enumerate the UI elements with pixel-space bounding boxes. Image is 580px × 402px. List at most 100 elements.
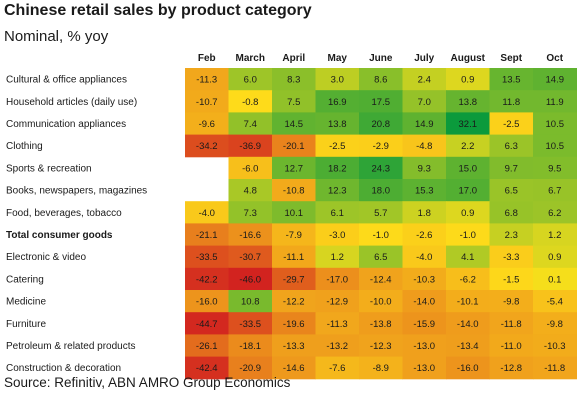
heatmap-cell bbox=[533, 290, 577, 313]
heatmap-cell bbox=[315, 90, 360, 113]
heatmap-cell bbox=[359, 267, 403, 291]
cell-value: -12.4 bbox=[370, 274, 392, 285]
heatmap-cell bbox=[446, 112, 490, 136]
heatmap-cell bbox=[272, 356, 316, 380]
row-label: Catering bbox=[6, 274, 44, 285]
cell-value: 4.1 bbox=[461, 252, 474, 263]
heatmap-cell bbox=[402, 245, 447, 269]
heatmap-cell bbox=[272, 179, 316, 202]
heatmap-cell bbox=[315, 134, 360, 158]
cell-value: -10.8 bbox=[283, 186, 305, 197]
heatmap-cell bbox=[533, 68, 577, 91]
heatmap-cell bbox=[359, 179, 403, 202]
cell-value: 16.9 bbox=[328, 97, 347, 108]
heatmap-cell bbox=[533, 112, 577, 136]
row-label: Petroleum & related products bbox=[6, 341, 136, 352]
cell-value: -7.9 bbox=[286, 230, 302, 241]
heatmap-cell bbox=[315, 201, 360, 224]
cell-value: -13.2 bbox=[326, 341, 348, 352]
heatmap-cell bbox=[228, 179, 273, 202]
cell-value: -11.1 bbox=[283, 252, 304, 263]
heatmap-cell bbox=[228, 134, 273, 158]
cell-value: 5.7 bbox=[374, 208, 387, 219]
cell-value: 12.7 bbox=[285, 163, 304, 174]
cell-value: -20.1 bbox=[283, 141, 305, 152]
cell-value: -13.4 bbox=[457, 341, 479, 352]
cell-value: -12.8 bbox=[500, 363, 522, 374]
cell-value: 1.2 bbox=[331, 252, 344, 263]
cell-value: 10.1 bbox=[285, 208, 304, 219]
column-label: March bbox=[236, 53, 265, 64]
cell-value: 6.0 bbox=[244, 75, 257, 86]
row-label: Clothing bbox=[6, 141, 43, 152]
cell-value: 14.5 bbox=[285, 119, 304, 130]
cell-value: -36.9 bbox=[239, 141, 261, 152]
heatmap-cell bbox=[315, 245, 360, 269]
cell-value: -5.4 bbox=[547, 297, 563, 308]
heatmap-cell bbox=[446, 334, 490, 358]
cell-value: 9.5 bbox=[548, 163, 561, 174]
cell-value: -12.2 bbox=[283, 297, 305, 308]
cell-value: -9.8 bbox=[547, 319, 563, 330]
heatmap-cell bbox=[446, 223, 490, 247]
cell-value: -4.8 bbox=[416, 141, 432, 152]
heatmap-cell bbox=[402, 334, 447, 358]
heatmap-cell bbox=[489, 312, 534, 335]
cell-value: -6.2 bbox=[460, 274, 476, 285]
heatmap-cell bbox=[185, 334, 229, 358]
heatmap-cell bbox=[272, 312, 316, 335]
heatmap-cell bbox=[489, 356, 534, 380]
heatmap-cell bbox=[489, 179, 534, 202]
cell-value: -11.3 bbox=[196, 75, 217, 86]
cell-value: -12.9 bbox=[326, 297, 348, 308]
heatmap-cell bbox=[446, 356, 490, 380]
cell-value: 13.8 bbox=[328, 119, 347, 130]
cell-value: 0.1 bbox=[548, 274, 561, 285]
row-label: Medicine bbox=[6, 297, 46, 308]
heatmap-cell bbox=[359, 245, 403, 269]
cell-value: -16.0 bbox=[196, 297, 218, 308]
cell-value: 6.5 bbox=[505, 186, 518, 197]
cell-value: -10.0 bbox=[370, 297, 392, 308]
cell-value: -13.3 bbox=[283, 341, 305, 352]
heatmap-cell bbox=[315, 312, 360, 335]
cell-value: 7.3 bbox=[244, 208, 257, 219]
heatmap-cell bbox=[489, 156, 534, 180]
cell-value: 6.8 bbox=[505, 208, 518, 219]
heatmap-cell bbox=[533, 223, 577, 247]
cell-value: -10.7 bbox=[196, 97, 218, 108]
cell-value: -8.9 bbox=[373, 363, 389, 374]
cell-value: 6.5 bbox=[374, 252, 387, 263]
heatmap-cell bbox=[489, 267, 534, 291]
cell-value: -10.3 bbox=[544, 341, 566, 352]
heatmap-cell bbox=[359, 156, 403, 180]
heatmap-cell bbox=[185, 245, 229, 269]
cell-value: -13.0 bbox=[413, 341, 435, 352]
heatmap-cell bbox=[272, 290, 316, 313]
heatmap-cell bbox=[272, 68, 316, 91]
cell-value: 17.5 bbox=[372, 97, 391, 108]
column-label: July bbox=[414, 53, 434, 64]
heatmap-cell bbox=[228, 156, 273, 180]
heatmap-cell bbox=[446, 267, 490, 291]
heatmap-cell bbox=[272, 134, 316, 158]
cell-value: 20.8 bbox=[372, 119, 391, 130]
heatmap-cell bbox=[533, 179, 577, 202]
cell-value: 8.3 bbox=[287, 75, 300, 86]
column-label: Sept bbox=[500, 53, 522, 64]
cell-value: 7.5 bbox=[287, 97, 300, 108]
heatmap-cell bbox=[272, 267, 316, 291]
row-label: Furniture bbox=[6, 319, 46, 330]
cell-value: 14.9 bbox=[546, 75, 565, 86]
heatmap-cell bbox=[533, 267, 577, 291]
cell-value: -11.8 bbox=[501, 319, 522, 330]
heatmap-cell bbox=[315, 112, 360, 136]
heatmap-cell bbox=[446, 134, 490, 158]
heatmap-cell bbox=[402, 356, 447, 380]
heatmap-cell bbox=[446, 290, 490, 313]
cell-value: -13.0 bbox=[413, 363, 435, 374]
heatmap-cell bbox=[185, 267, 229, 291]
heatmap-cell bbox=[185, 312, 229, 335]
heatmap-cell bbox=[446, 201, 490, 224]
